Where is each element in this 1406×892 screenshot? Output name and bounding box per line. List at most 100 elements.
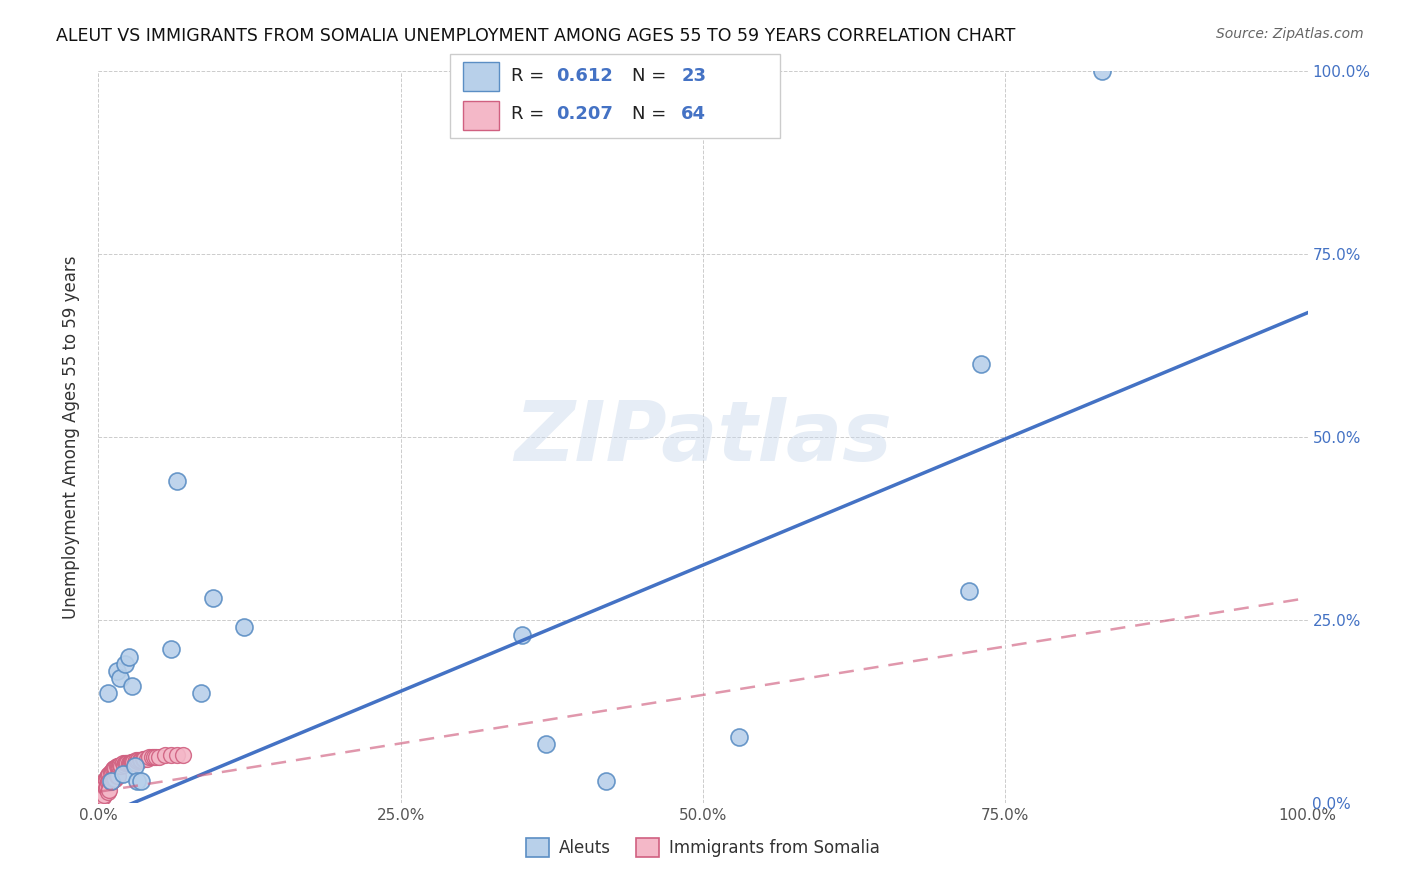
Point [117,756,139,770]
Point [91,782,114,797]
Point [122,755,145,769]
Point [105,759,128,773]
Bar [463,62,499,91]
Point [153,748,176,763]
Point [100,764,122,778]
Text: N =: N = [631,105,672,123]
Text: R =: R = [510,67,550,85]
Point [957,583,980,598]
Point [1091,64,1114,78]
Point [104,761,127,775]
Point [115,756,138,771]
Point [141,750,163,764]
Point [107,769,129,783]
Point [111,756,134,771]
FancyBboxPatch shape [450,54,780,138]
Point [91,781,114,796]
Point [166,748,188,763]
Point [100,765,122,780]
Point [127,754,149,768]
Point [160,642,183,657]
Point [91,778,114,792]
Point [94,781,117,796]
Point [91,789,114,804]
Point [129,753,152,767]
Point [128,753,150,767]
Point [118,649,141,664]
Point [127,753,149,767]
Point [172,748,194,763]
Point [595,773,617,788]
Point [129,773,152,788]
Point [125,753,148,767]
Text: 23: 23 [681,67,706,85]
Point [190,686,212,700]
Point [96,780,118,794]
Point [143,750,166,764]
Point [166,474,188,488]
Point [111,766,134,780]
Point [510,627,533,641]
Text: 0.612: 0.612 [555,67,613,85]
Point [103,761,125,775]
Point [118,756,141,770]
Point [114,756,136,771]
Point [202,591,225,605]
Point [114,657,136,671]
Point [112,757,135,772]
Point [107,759,129,773]
Bar [463,101,499,130]
Point [97,686,120,700]
Point [94,772,117,787]
Point [101,772,124,787]
Legend: Aleuts, Immigrants from Somalia: Aleuts, Immigrants from Somalia [519,831,887,864]
Point [105,769,128,783]
Text: 0.207: 0.207 [555,105,613,123]
Point [105,664,128,678]
Point [121,679,143,693]
Point [104,772,127,786]
Point [121,755,143,769]
Point [93,780,115,794]
Point [91,789,114,804]
Point [100,773,122,788]
Point [108,757,131,772]
Point [97,775,120,789]
Point [120,755,142,769]
Point [103,771,125,785]
Point [97,785,120,799]
Point [124,756,146,770]
Point [98,773,121,788]
Point [100,775,122,789]
Point [148,749,170,764]
Point [108,759,131,773]
Point [134,752,156,766]
Text: R =: R = [510,105,550,123]
Point [96,770,118,784]
Point [93,789,115,803]
Point [145,749,167,764]
Point [135,752,157,766]
Text: ZIPatlas: ZIPatlas [515,397,891,477]
Point [118,756,141,770]
Point [160,748,183,763]
Point [97,768,120,782]
Point [124,759,146,773]
Point [132,752,155,766]
Point [91,785,114,799]
Text: N =: N = [631,67,672,85]
Point [108,672,131,686]
Text: Source: ZipAtlas.com: Source: ZipAtlas.com [1216,27,1364,41]
Point [127,773,149,788]
Point [728,730,751,744]
Point [138,750,160,764]
Text: 64: 64 [681,105,706,123]
Point [534,737,557,751]
Point [100,773,122,788]
Text: ALEUT VS IMMIGRANTS FROM SOMALIA UNEMPLOYMENT AMONG AGES 55 TO 59 YEARS CORRELAT: ALEUT VS IMMIGRANTS FROM SOMALIA UNEMPLO… [56,27,1015,45]
Point [101,762,124,776]
Point [110,759,132,773]
Point [93,773,115,788]
Y-axis label: Unemployment Among Ages 55 to 59 years: Unemployment Among Ages 55 to 59 years [62,255,80,619]
Point [98,766,121,780]
